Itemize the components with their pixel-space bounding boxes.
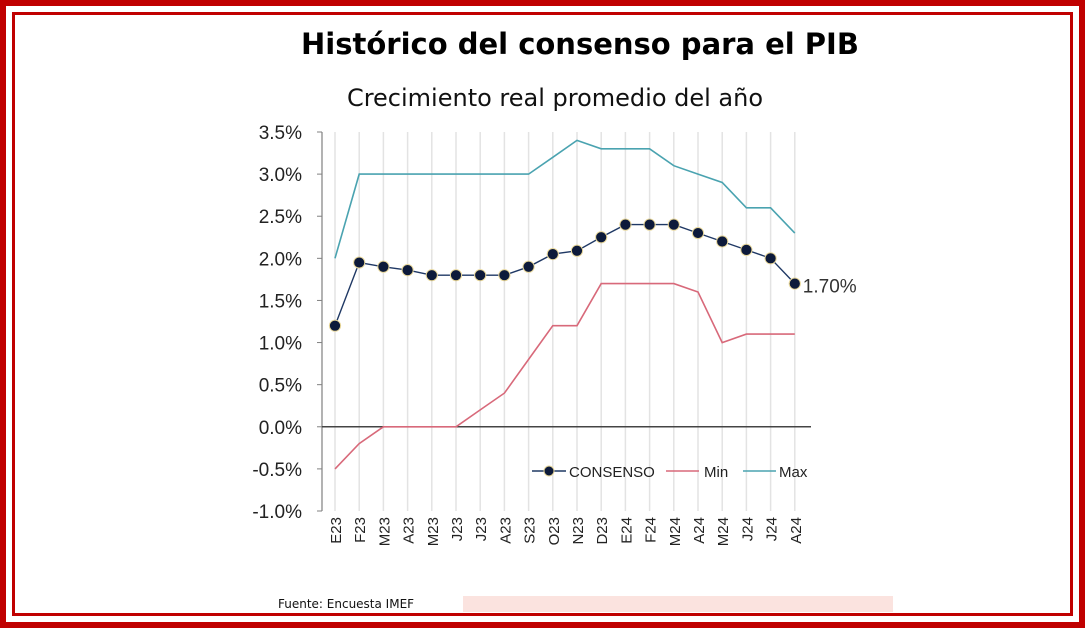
- consenso-point: [570, 244, 584, 257]
- consenso-point: [401, 264, 414, 277]
- consenso-point: [667, 218, 680, 231]
- x-tick-label: F24: [643, 517, 660, 543]
- y-tick-label: 2.5%: [259, 207, 302, 228]
- y-tick-label: 0.0%: [259, 418, 302, 439]
- x-tick-label: F23: [352, 517, 369, 543]
- consenso-point: [449, 269, 463, 282]
- consenso-point: [425, 269, 438, 282]
- x-tick-label: E23: [328, 517, 345, 544]
- consenso-point: [619, 218, 632, 231]
- x-tick-label: J24: [739, 517, 756, 541]
- x-tick-label: S23: [522, 517, 539, 544]
- x-tick-label: J23: [473, 517, 490, 541]
- consenso-point: [764, 252, 777, 265]
- y-tick-label: 2.0%: [259, 249, 302, 270]
- x-tick-label: O23: [546, 517, 563, 545]
- last-value-label: 1.70%: [803, 277, 857, 298]
- x-tick-label: M23: [425, 517, 442, 546]
- consenso-point: [740, 243, 753, 257]
- chart-title: Histórico del consenso para el PIB: [301, 27, 859, 61]
- x-tick-label: M24: [667, 517, 684, 546]
- consenso-point: [353, 256, 366, 269]
- x-tick-label: A23: [497, 517, 514, 544]
- series-line-max: [334, 139, 796, 259]
- x-tick-label: J24: [764, 517, 781, 541]
- consenso-point: [691, 226, 705, 240]
- x-tick-label: M24: [715, 517, 732, 546]
- legend-consenso-label: CONSENSO: [569, 464, 655, 481]
- x-tick-label: M23: [376, 517, 393, 546]
- x-tick-label: E24: [618, 517, 635, 544]
- consenso-point: [328, 319, 342, 332]
- consenso-point: [377, 260, 390, 273]
- y-tick-label: -0.5%: [252, 460, 302, 481]
- consenso-point: [474, 269, 487, 282]
- x-tick-label: A24: [691, 517, 708, 544]
- x-tick-label: A24: [788, 517, 805, 544]
- series-line-min: [334, 282, 795, 470]
- y-tick-label: 1.5%: [259, 291, 302, 312]
- consenso-point: [788, 277, 801, 290]
- x-tick-label: J23: [449, 517, 466, 541]
- consenso-point: [643, 218, 656, 231]
- chart-subtitle: Crecimiento real promedio del año: [346, 84, 764, 112]
- consenso-point: [595, 231, 608, 244]
- y-tick-label: 0.5%: [259, 376, 302, 397]
- consenso-point: [522, 260, 535, 273]
- x-tick-label: N23: [570, 517, 587, 545]
- inner-frame: [12, 12, 1073, 616]
- legend-min-label: Min: [704, 464, 728, 481]
- consenso-point: [716, 235, 729, 248]
- legend-consenso-marker: [543, 465, 555, 477]
- consenso-point: [546, 248, 559, 261]
- source-note: Fuente: Encuesta IMEF: [278, 597, 415, 611]
- y-tick-label: -1.0%: [252, 502, 302, 523]
- x-tick-label: D23: [594, 517, 611, 545]
- x-tick-label: A23: [401, 517, 418, 544]
- y-tick-label: 1.0%: [259, 334, 302, 355]
- cropped-table-strip: [463, 596, 893, 612]
- y-tick-label: 3.5%: [259, 123, 302, 144]
- y-tick-label: 3.0%: [259, 165, 302, 186]
- legend-max-label: Max: [779, 464, 808, 481]
- consenso-point: [498, 269, 511, 282]
